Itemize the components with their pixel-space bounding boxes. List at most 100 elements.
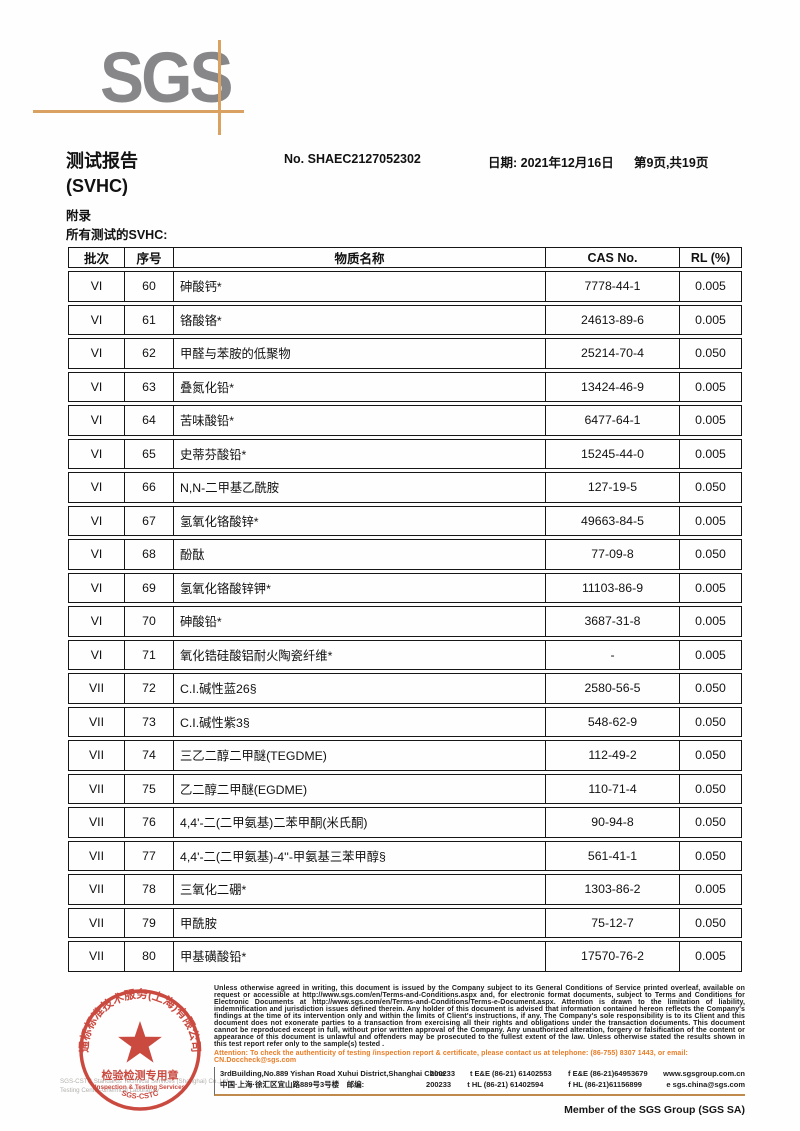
header-no: 序号 (125, 247, 174, 268)
cell-cas: 7778-44-1 (546, 271, 680, 302)
header-substance: 物质名称 (174, 247, 546, 268)
cell-rl: 0.005 (680, 941, 742, 972)
cell-batch: VI (68, 639, 125, 670)
cell-rl: 0.050 (680, 840, 742, 871)
website: www.sgsgroup.com.cn (663, 1068, 745, 1078)
cell-cas: 561-41-1 (546, 840, 680, 871)
cell-name: 铬酸铬* (174, 304, 546, 335)
address-en: 3rdBuilding,No.889 Yishan Road Xuhui Dis… (220, 1068, 446, 1078)
table-row: VI 64 苦味酸铅* 6477-64-1 0.005 (68, 405, 742, 436)
cell-no: 61 (125, 304, 174, 335)
svg-text:SGS-CSTC: SGS-CSTC (120, 1088, 160, 1101)
svhc-table: 批次 序号 物质名称 CAS No. RL (%) VI 60 砷酸钙* 7778-4… (68, 244, 742, 975)
cell-no: 62 (125, 338, 174, 369)
cell-batch: VII (68, 740, 125, 771)
cell-rl: 0.005 (680, 304, 742, 335)
cell-no: 60 (125, 271, 174, 302)
cell-cas: 17570-76-2 (546, 941, 680, 972)
cell-batch: VI (68, 472, 125, 503)
fax-cn: f HL (86-21)61156899 (568, 1080, 642, 1090)
cell-batch: VI (68, 606, 125, 637)
address-row-cn: 中国·上海·徐汇区宜山路889号3号楼 邮编: 200233 t HL (86-… (220, 1079, 745, 1091)
cell-no: 68 (125, 539, 174, 570)
tel-en: t E&E (86-21) 61402553 (469, 1068, 552, 1078)
cell-name: 苦味酸铅* (174, 405, 546, 436)
cell-batch: VII (68, 807, 125, 838)
cell-cas: 90-94-8 (546, 807, 680, 838)
company-gray-line1: SGS-CSTC Standards Technical Services (S… (60, 1078, 231, 1085)
cell-cas: - (546, 639, 680, 670)
cell-name: 史蒂芬酸铅* (174, 438, 546, 469)
cell-name: C.I.碱性紫3§ (174, 706, 546, 737)
svhc-table-body: VI 60 砷酸钙* 7778-44-1 0.005 VI 61 铬酸铬* 24613-89-6… (68, 271, 742, 972)
cell-rl: 0.005 (680, 606, 742, 637)
cell-no: 65 (125, 438, 174, 469)
cell-batch: VI (68, 338, 125, 369)
cell-batch: VII (68, 907, 125, 938)
cell-name: 氢氧化铬酸锌钾* (174, 572, 546, 603)
company-gray-text: SGS-CSTC Standards Technical Services (S… (60, 1077, 230, 1095)
header-batch: 批次 (68, 247, 125, 268)
table-row: VII 75 乙二醇二甲醚(EGDME) 110-71-4 0.050 (68, 773, 742, 804)
cell-name: 氧化锆硅酸铝耐火陶瓷纤维* (174, 639, 546, 670)
cell-name: 甲醛与苯胺的低聚物 (174, 338, 546, 369)
cell-no: 64 (125, 405, 174, 436)
address-block: 3rdBuilding,No.889 Yishan Road Xuhui Dis… (214, 1066, 745, 1096)
stamp-arc-bottom-text: SGS-CSTC (120, 1088, 160, 1101)
cell-no: 63 (125, 371, 174, 402)
cell-rl: 0.005 (680, 639, 742, 670)
cell-rl: 0.005 (680, 371, 742, 402)
table-row: VII 80 甲基磺酸铅* 17570-76-2 0.005 (68, 941, 742, 972)
table-row: VII 73 C.I.碱性紫3§ 548-62-9 0.050 (68, 706, 742, 737)
cell-name: 叠氮化铅* (174, 371, 546, 402)
cell-cas: 548-62-9 (546, 706, 680, 737)
tel-cn: t HL (86-21) 61402594 (467, 1080, 544, 1090)
logo-vertical-line (218, 40, 221, 135)
cell-rl: 0.005 (680, 438, 742, 469)
cell-name: 三乙二醇二甲醚(TEGDME) (174, 740, 546, 771)
cell-rl: 0.005 (680, 572, 742, 603)
table-row: VI 66 N,N-二甲基乙酰胺 127-19-5 0.050 (68, 472, 742, 503)
report-number: No. SHAEC2127052302 (284, 152, 421, 166)
cell-no: 66 (125, 472, 174, 503)
report-date: 日期: 2021年12月16日 (488, 156, 614, 170)
cell-cas: 110-71-4 (546, 773, 680, 804)
appendix-label: 附录 (66, 209, 92, 223)
stamp-star-icon (118, 1021, 162, 1063)
table-header-row: 批次 序号 物质名称 CAS No. RL (%) (68, 247, 742, 268)
cell-batch: VI (68, 304, 125, 335)
table-row: VII 76 4,4'-二(二甲氨基)二苯甲酮(米氏酮) 90-94-8 0.050 (68, 807, 742, 838)
cell-name: 三氧化二硼* (174, 874, 546, 905)
table-subtitle: 所有测试的SVHC: (66, 228, 168, 242)
cell-batch: VII (68, 941, 125, 972)
cell-cas: 25214-70-4 (546, 338, 680, 369)
cell-rl: 0.005 (680, 271, 742, 302)
cell-name: 氢氧化铬酸锌* (174, 505, 546, 536)
cell-name: N,N-二甲基乙酰胺 (174, 472, 546, 503)
cell-no: 80 (125, 941, 174, 972)
cell-no: 76 (125, 807, 174, 838)
table-row: VI 70 砷酸铅* 3687-31-8 0.005 (68, 606, 742, 637)
address-cn: 中国·上海·徐汇区宜山路889号3号楼 邮编: (220, 1080, 365, 1090)
cell-rl: 0.050 (680, 539, 742, 570)
cell-name: 砷酸钙* (174, 271, 546, 302)
cell-batch: VI (68, 438, 125, 469)
table-row: VI 71 氧化锆硅酸铝耐火陶瓷纤维* -0.005 (68, 639, 742, 670)
sgs-logo: SGS (100, 37, 233, 118)
cell-cas: 3687-31-8 (546, 606, 680, 637)
cell-no: 74 (125, 740, 174, 771)
table-row: VI 60 砷酸钙* 7778-44-1 0.005 (68, 271, 742, 302)
table-row: VII 72 C.I.碱性蓝26§ 2580-56-5 0.050 (68, 673, 742, 704)
table-row: VI 65 史蒂芬酸铅* 15245-44-0 0.005 (68, 438, 742, 469)
cell-name: C.I.碱性蓝26§ (174, 673, 546, 704)
cell-cas: 1303-86-2 (546, 874, 680, 905)
cell-no: 79 (125, 907, 174, 938)
cell-rl: 0.005 (680, 505, 742, 536)
legal-disclaimer-text: Unless otherwise agreed in writing, this… (214, 985, 745, 1048)
table-row: VI 62 甲醛与苯胺的低聚物 25214-70-4 0.050 (68, 338, 742, 369)
fax-en: f E&E (86-21)64953679 (568, 1068, 648, 1078)
table-row: VI 63 叠氮化铅* 13424-46-9 0.005 (68, 371, 742, 402)
postcode-cn: 200233 (426, 1080, 452, 1090)
cell-batch: VI (68, 505, 125, 536)
